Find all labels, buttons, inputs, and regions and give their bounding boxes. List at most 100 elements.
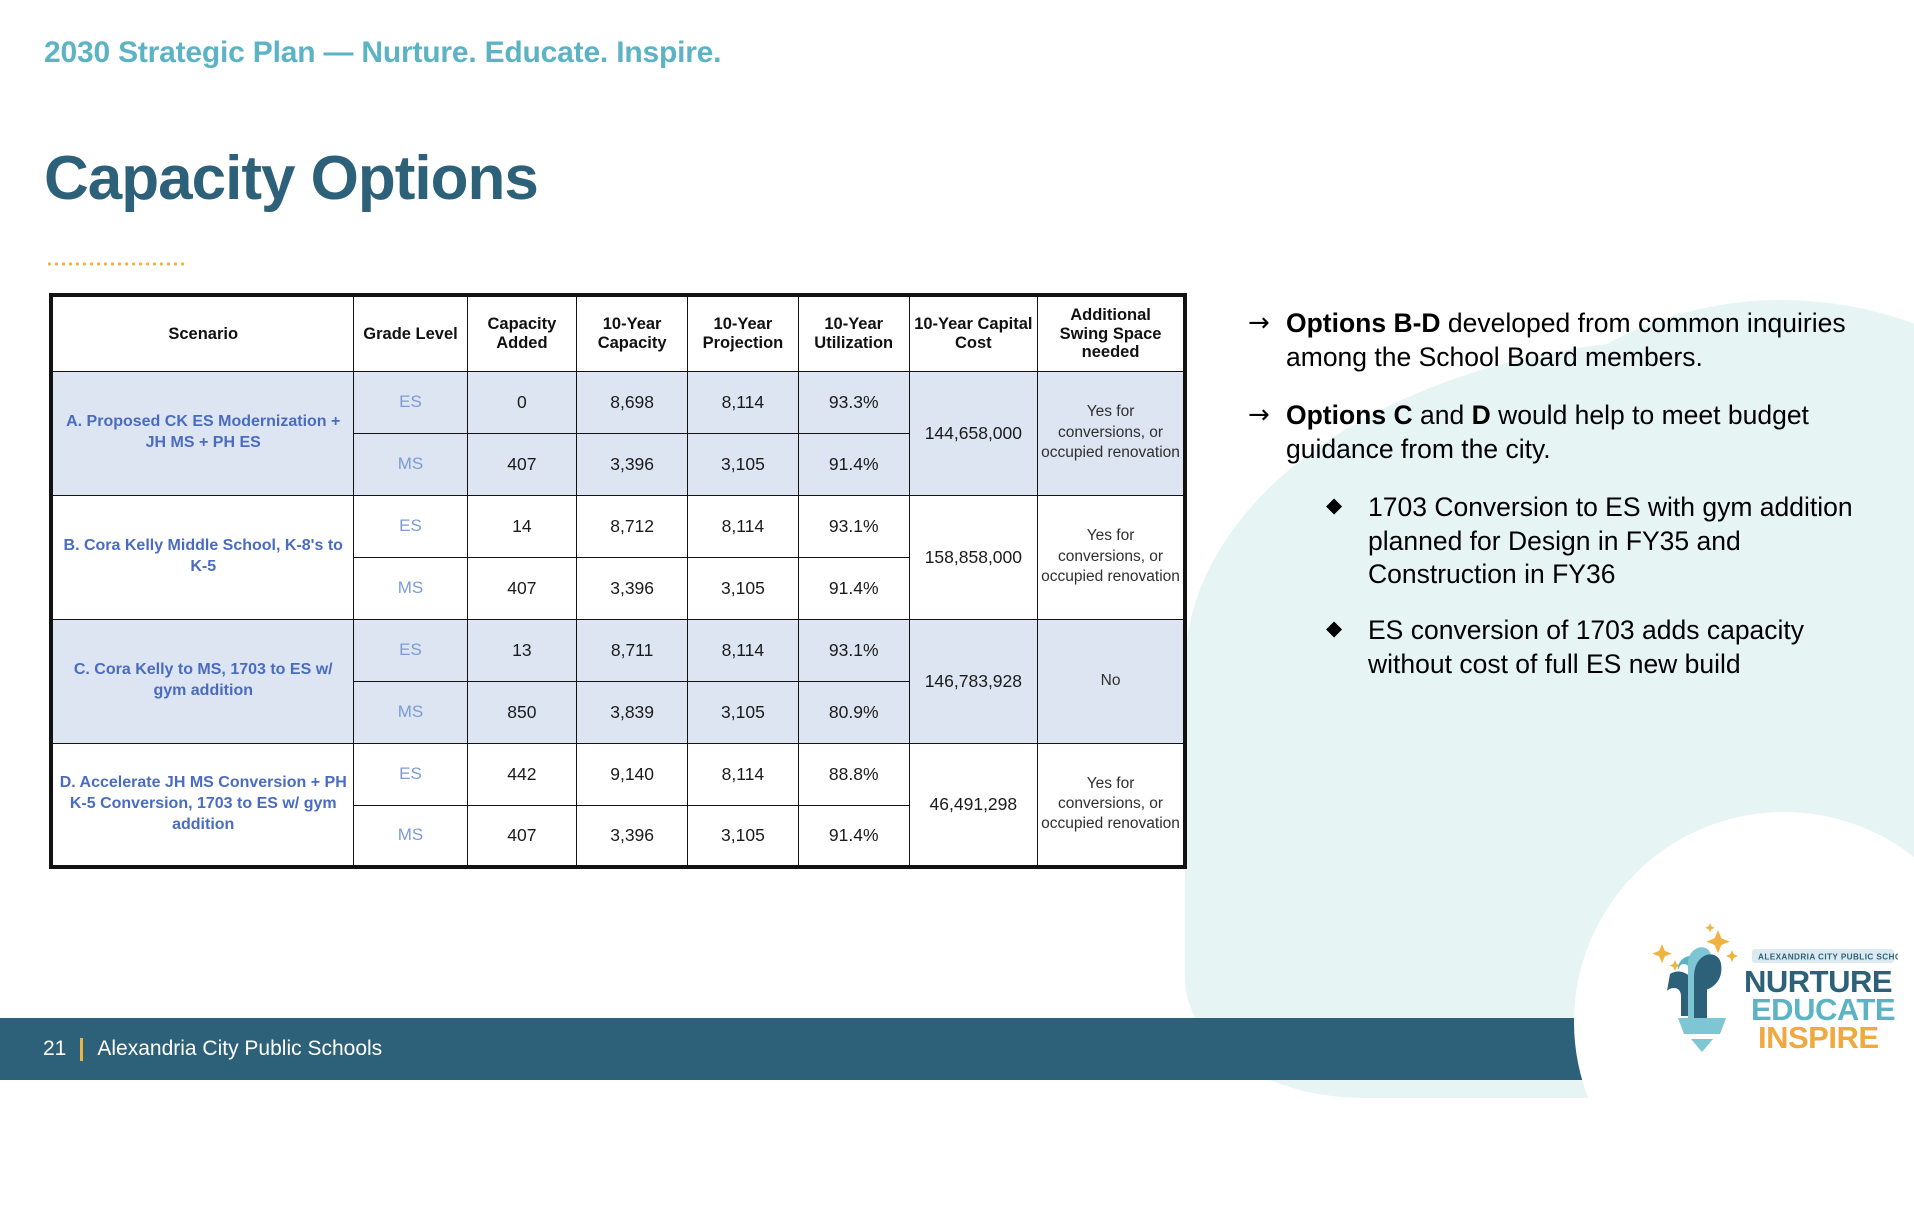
col-header-10yr-capacity-l2: Capacity [597,333,667,352]
cell-10yr-utilization: 91.4% [797,556,910,620]
footer-divider [80,1037,84,1061]
slide-footer: 21 Alexandria City Public Schools [0,1018,1914,1080]
cell-capacity-added: 407 [466,804,578,868]
table-row: MS 407 3,396 3,105 91.4% [51,432,1185,496]
col-header-swing-l1: Additional [1070,306,1151,325]
notes-panel: → Options B-D developed from common inqu… [1248,307,1888,704]
cell-grade-level: MS [353,432,468,496]
table-row: MS 850 3,839 3,105 80.9% [51,680,1185,744]
organization-name: Alexandria City Public Schools [97,1037,383,1060]
col-header-10yr-capital-cost-l1: 10-Year Capital [914,315,1033,334]
cell-10yr-capital-cost: 144,658,000 [908,370,1039,496]
cell-10yr-projection: 8,114 [687,494,799,558]
col-header-swing-l2: Swing Space [1059,324,1162,343]
cell-grade-level: ES [353,618,468,682]
table-row: C. Cora Kelly to MS, 1703 to ES w/ gym a… [50,618,1186,744]
cell-capacity-added: 407 [466,432,578,496]
col-header-grade-level: Grade Level [353,294,468,372]
note-bullet-2-mid: and [1412,399,1472,430]
col-header-scenario: Scenario [50,294,355,372]
cell-10yr-utilization: 88.8% [797,742,910,806]
col-header-capacity-added-l1: Capacity [487,315,557,334]
cell-10yr-capacity: 3,396 [576,804,689,868]
diamond-bullet-icon: ◆ [1326,492,1343,517]
note-sub-bullet-1: ◆ 1703 Conversion to ES with gym additio… [1326,491,1888,593]
cell-additional-swing-space: No [1037,618,1186,744]
note-bullet-1-text: Options B-D developed from common inquir… [1286,307,1888,375]
cell-10yr-projection: 3,105 [687,804,799,868]
col-header-10yr-projection-l1: 10-Year [713,315,773,334]
note-sub-bullet-2: ◆ ES conversion of 1703 adds capacity wi… [1326,614,1888,682]
note-sub-bullet-1-text: 1703 Conversion to ES with gym addition … [1368,491,1853,590]
cell-capacity-added: 850 [466,680,578,744]
table-row: D. Accelerate JH MS Conversion + PH K-5 … [50,742,1186,868]
acps-nurture-educate-inspire-logo: ALEXANDRIA CITY PUBLIC SCHOOLS NURTURE E… [1648,922,1898,1070]
dotted-divider [46,262,186,266]
table-row: MS 407 3,396 3,105 91.4% [51,804,1185,868]
cell-10yr-projection: 8,114 [687,618,799,682]
cell-10yr-projection: 3,105 [687,432,799,496]
logo-pencil-tip [1691,1039,1713,1052]
page-number: 21 [43,1037,67,1060]
slide-kicker: 2030 Strategic Plan — Nurture. Educate. … [44,36,722,69]
cell-capacity-added: 13 [466,618,578,682]
table-row: A. Proposed CK ES Modernization + JH MS … [50,370,1186,496]
cell-grade-level: ES [353,494,468,558]
cell-10yr-utilization: 93.3% [797,370,910,434]
cell-10yr-capacity: 8,711 [576,618,689,682]
arrow-right-icon: → [1248,308,1270,338]
col-header-10yr-capacity: 10-Year Capacity [576,294,689,372]
note-bullet-2-text: Options C and D would help to meet budge… [1286,399,1888,467]
note-sub-bullet-2-text: ES conversion of 1703 adds capacity with… [1368,615,1805,680]
cell-10yr-capital-cost: 46,491,298 [908,742,1039,868]
col-header-additional-swing-space: Additional Swing Space needed [1037,294,1186,372]
col-header-10yr-projection: 10-Year Projection [687,294,799,372]
col-header-10yr-capital-cost: 10-Year Capital Cost [908,294,1039,372]
cell-10yr-capacity: 8,712 [576,494,689,558]
cell-grade-level: MS [353,680,468,744]
cell-capacity-added: 0 [466,370,578,434]
col-header-swing-l3: needed [1081,342,1140,361]
cell-10yr-capacity: 9,140 [576,742,689,806]
cell-10yr-utilization: 80.9% [797,680,910,744]
cell-scenario: A. Proposed CK ES Modernization + JH MS … [50,370,355,496]
note-bullet-2-bold-b: D [1471,399,1491,430]
cell-10yr-capital-cost: 158,858,000 [908,494,1039,620]
cell-10yr-projection: 8,114 [687,742,799,806]
page-title: Capacity Options [44,144,539,213]
cell-additional-swing-space: Yes for conversions, or occupied renovat… [1037,494,1186,620]
note-bullet-2-bold-a: Options C [1286,399,1413,430]
cell-10yr-capacity: 3,396 [576,432,689,496]
cell-grade-level: ES [353,370,468,434]
cell-10yr-projection: 3,105 [687,556,799,620]
cell-10yr-capacity: 3,396 [576,556,689,620]
col-header-capacity-added: Capacity Added [466,294,578,372]
cell-capacity-added: 442 [466,742,578,806]
cell-grade-level: MS [353,556,468,620]
logo-eyebrow-text: ALEXANDRIA CITY PUBLIC SCHOOLS [1758,953,1898,962]
col-header-10yr-capital-cost-l2: Cost [955,333,992,352]
arrow-right-icon: → [1248,399,1270,430]
col-header-capacity-added-l2: Added [496,333,548,352]
note-bullet-1-bold: Options B-D [1286,308,1441,338]
cell-capacity-added: 14 [466,494,578,558]
cell-scenario: B. Cora Kelly Middle School, K-8's to K-… [50,494,355,620]
cell-10yr-projection: 8,114 [687,370,799,434]
table-row: MS 407 3,396 3,105 91.4% [51,556,1185,620]
note-bullet-1: → Options B-D developed from common inqu… [1248,307,1888,375]
cell-10yr-capacity: 8,698 [576,370,689,434]
cell-10yr-projection: 3,105 [687,680,799,744]
cell-grade-level: MS [353,804,468,868]
col-header-10yr-utilization: 10-Year Utilization [797,294,910,372]
logo-line-inspire: INSPIRE [1758,1020,1879,1055]
capacity-options-table: Scenario Grade Level Capacity Added 10-Y… [49,293,1187,869]
cell-10yr-utilization: 93.1% [797,618,910,682]
cell-scenario: D. Accelerate JH MS Conversion + PH K-5 … [50,742,355,868]
col-header-10yr-capacity-l1: 10-Year [602,315,662,334]
cell-10yr-capacity: 3,839 [576,680,689,744]
cell-10yr-utilization: 91.4% [797,432,910,496]
cell-grade-level: ES [353,742,468,806]
cell-additional-swing-space: Yes for conversions, or occupied renovat… [1037,370,1186,496]
cell-10yr-capital-cost: 146,783,928 [908,618,1039,744]
table-header-row: Scenario Grade Level Capacity Added 10-Y… [50,294,1186,372]
